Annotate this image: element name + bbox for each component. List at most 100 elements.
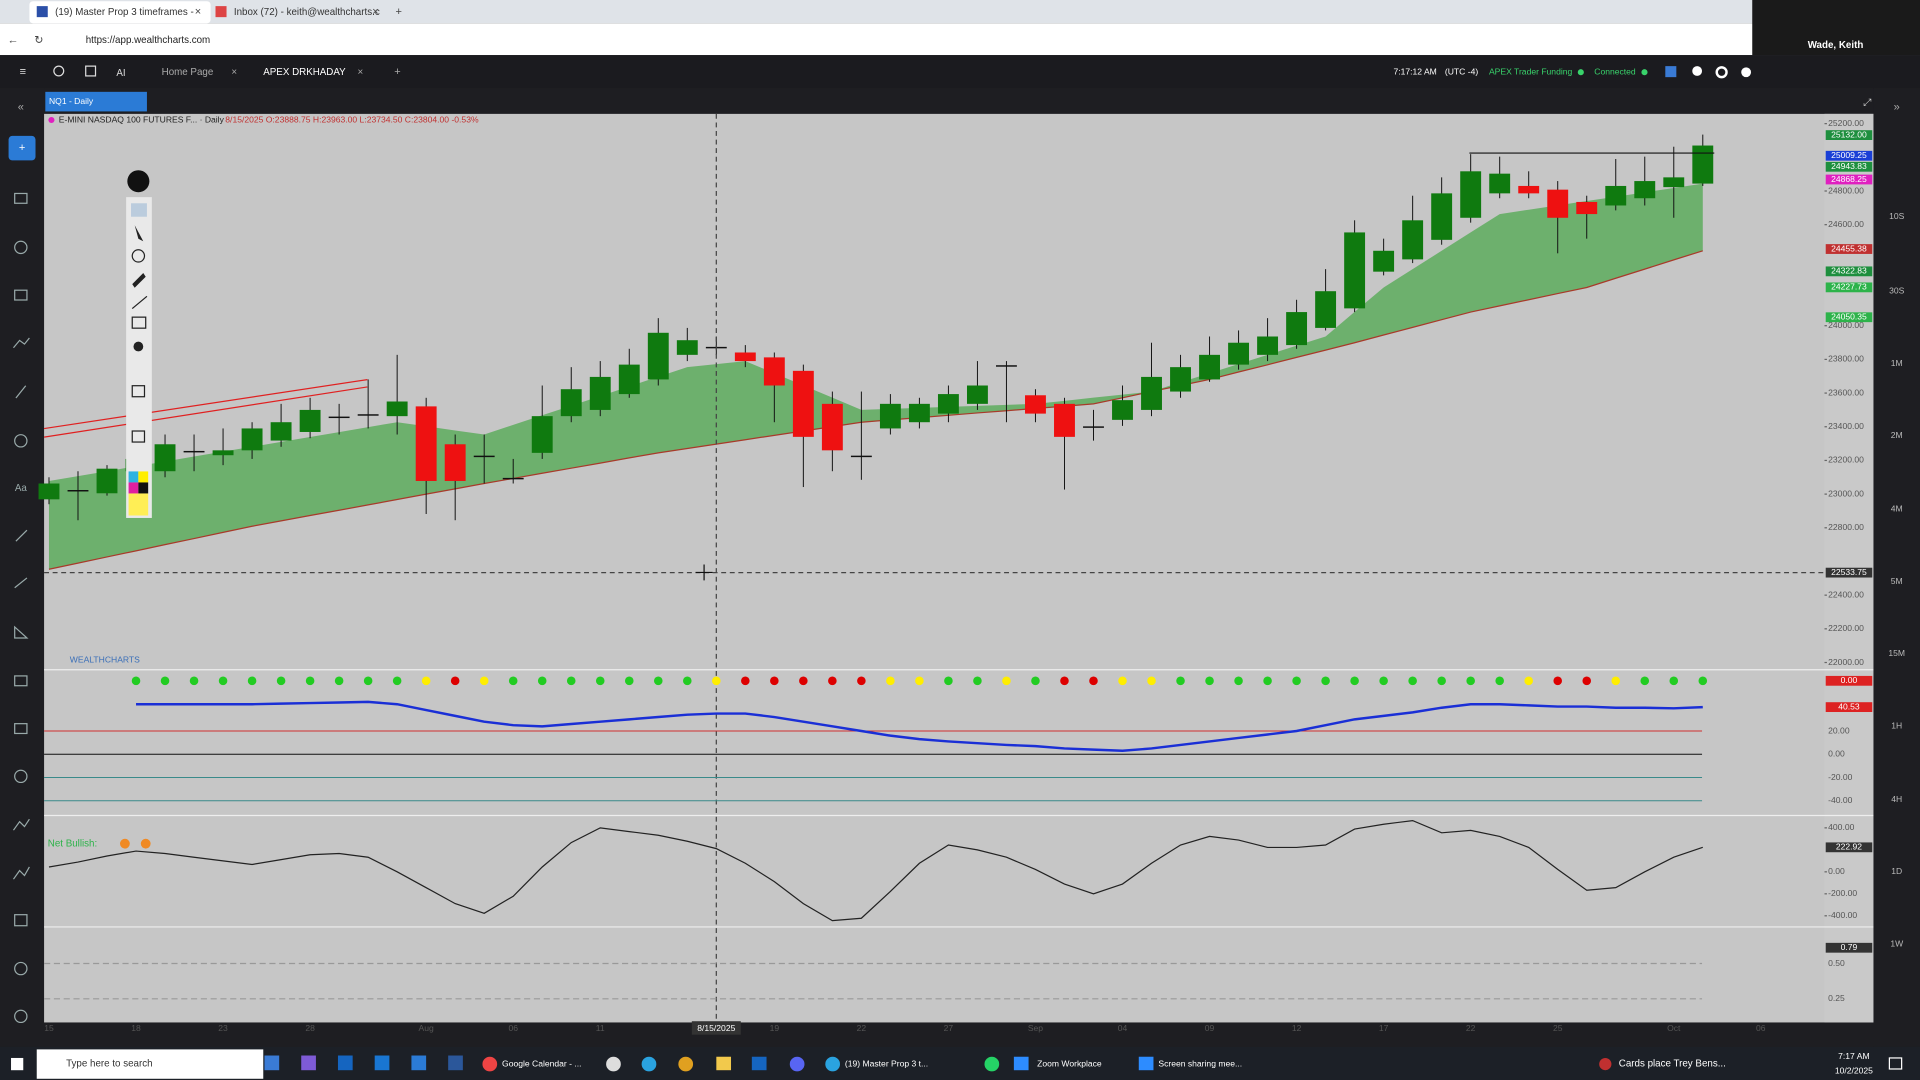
tool-icon[interactable] [14,961,28,976]
tab-close[interactable]: × [358,67,364,78]
taskbar-icon[interactable] [641,1056,657,1072]
symbol-tab[interactable] [45,91,147,112]
tab-close[interactable]: × [195,6,201,18]
palette-tool[interactable] [134,225,144,242]
expand-button[interactable]: » [1894,102,1900,114]
palette-tool[interactable] [131,430,146,443]
symbol-tab-label[interactable]: NQ1 - Daily [49,96,94,106]
taskbar-icon[interactable] [984,1056,1000,1072]
back-button[interactable]: ← [7,34,18,46]
reload-button[interactable]: ↻ [34,34,43,46]
palette-tool[interactable] [131,203,147,217]
tool-icon[interactable] [12,866,30,880]
color-swatch[interactable] [128,471,139,483]
taskbar-icon[interactable] [301,1055,316,1071]
trend-line-drawing[interactable] [43,378,368,438]
taskbar-icon[interactable] [482,1056,498,1072]
taskbar-icon[interactable] [411,1055,427,1071]
palette-pin[interactable] [127,170,150,193]
tab-close[interactable]: × [372,6,378,18]
tool-icon[interactable] [14,675,28,687]
app-tab[interactable]: Home Page [162,67,214,78]
taskbar-icon[interactable] [1013,1056,1029,1071]
tool-icon[interactable] [14,240,28,255]
text-tool[interactable]: Aa [15,483,28,494]
tool-icon[interactable] [14,769,28,784]
tab-active[interactable] [29,1,211,24]
taskbar-icon[interactable] [374,1055,390,1071]
collapse-button[interactable]: « [18,102,24,114]
taskbar-icon[interactable] [716,1056,732,1071]
taskbar-app[interactable]: (19) Master Prop 3 t... [845,1058,928,1068]
tool-icon[interactable] [15,529,28,542]
notifications[interactable] [1888,1057,1903,1070]
ai-icon[interactable]: AI [116,68,125,79]
timeframe-button[interactable]: 1H [1891,720,1902,730]
palette-tool[interactable] [131,295,148,310]
add-button[interactable] [8,135,36,161]
settings-icon[interactable] [1715,66,1728,79]
timeframe-button[interactable]: 2M [1891,430,1903,440]
tab-close[interactable]: × [231,67,237,78]
tab-title[interactable]: (19) Master Prop 3 timeframes - [55,7,194,18]
tool-icon[interactable] [12,337,30,349]
timeframe-button[interactable]: 4M [1891,504,1903,514]
menu-button[interactable]: ≡ [20,66,26,78]
tool-icon[interactable] [14,723,28,735]
palette-tool[interactable] [131,249,146,263]
color-swatch[interactable] [128,482,139,494]
palette-tool[interactable] [131,316,147,329]
tool-icon[interactable] [14,289,28,301]
tab-title[interactable]: Inbox (72) - keith@wealthcharts.c [234,7,380,18]
taskbar-icon[interactable] [264,1055,280,1071]
palette-tool[interactable] [131,385,146,398]
timeframe-button[interactable]: 1M [1891,358,1903,368]
color-swatch[interactable] [138,471,149,483]
fullscreen-button[interactable]: ⤢ [1863,97,1871,108]
taskbar-app[interactable]: Zoom Workplace [1037,1058,1102,1068]
tool-icon[interactable] [12,818,30,831]
tool-icon[interactable] [14,192,28,204]
taskbar-icon[interactable] [678,1056,694,1072]
tool-icon[interactable] [14,577,28,589]
tool-icon[interactable] [14,1009,28,1024]
tool-icon[interactable] [15,385,27,399]
taskbar-icon[interactable] [337,1055,353,1071]
palette-tool[interactable] [133,341,144,352]
palette-tool[interactable] [132,273,146,288]
url[interactable]: https://app.wealthcharts.com [86,35,211,46]
help-icon[interactable] [1741,67,1752,78]
save-icon[interactable] [1665,66,1677,78]
timeframe-button[interactable]: 4H [1891,794,1902,804]
search-box[interactable] [36,1049,264,1079]
add-tab[interactable]: + [394,66,400,78]
tool-icon[interactable] [14,914,28,927]
account[interactable]: APEX Trader Funding [1489,67,1573,77]
color-swatch[interactable] [128,493,149,516]
news-ticker[interactable]: Cards place Trey Bens... [1619,1059,1726,1070]
timeframe-button[interactable]: 10S [1889,211,1905,221]
new-tab[interactable]: + [396,6,402,18]
timeframe-button[interactable]: 30S [1889,286,1905,296]
timeframe-button[interactable]: 1D [1891,866,1902,876]
timeframe-button[interactable]: 5M [1891,576,1903,586]
tool-icon[interactable] [14,625,29,639]
color-swatch[interactable] [138,482,149,494]
app-tab[interactable]: APEX DRKHADAY [263,67,346,78]
taskbar-app[interactable]: Google Calendar - ... [502,1058,581,1068]
taskbar-icon[interactable] [825,1056,840,1072]
layout-icon[interactable] [85,65,97,77]
start-button[interactable] [11,1057,24,1071]
taskbar-icon[interactable] [1138,1056,1154,1071]
taskbar-icon[interactable] [751,1056,767,1071]
bell-icon[interactable] [1692,66,1703,76]
tool-icon[interactable] [14,434,28,448]
timeframe-button[interactable]: 1W [1890,938,1904,948]
taskbar-icon[interactable] [789,1056,805,1072]
timeframe-button[interactable]: 15M [1888,648,1905,658]
taskbar-icon[interactable] [448,1055,463,1071]
search-icon[interactable] [53,65,65,77]
taskbar-icon[interactable] [606,1056,621,1072]
search-placeholder[interactable]: Type here to search [66,1059,152,1070]
taskbar-app[interactable]: Screen sharing mee... [1158,1058,1242,1068]
